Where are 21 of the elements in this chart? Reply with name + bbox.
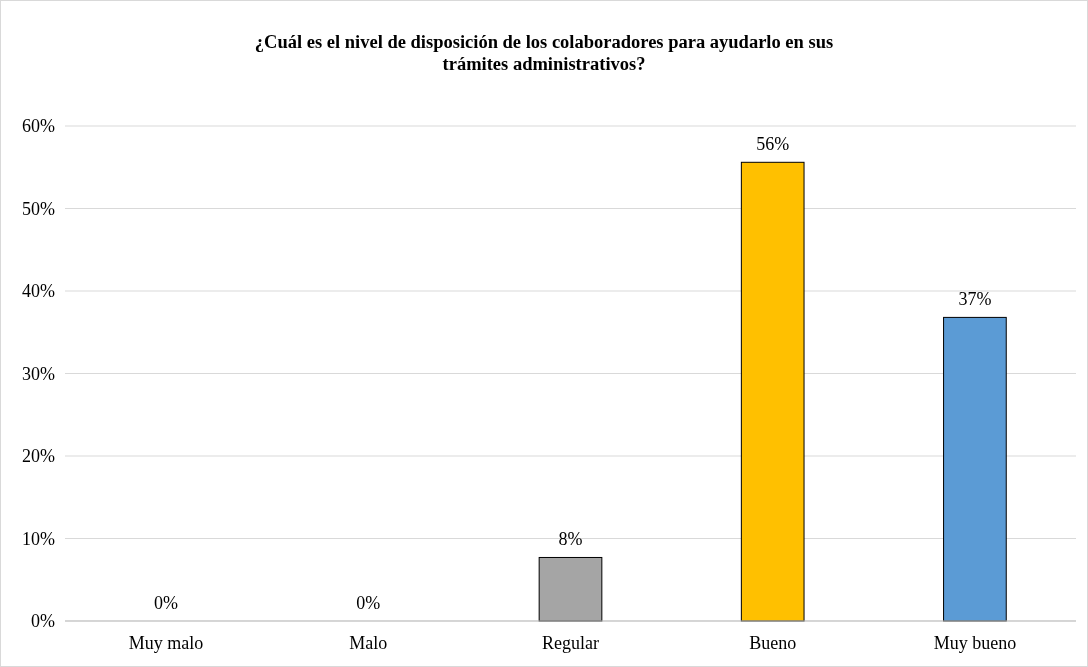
y-tick-label: 20% xyxy=(22,446,55,467)
bar xyxy=(740,161,805,622)
data-label: 0% xyxy=(356,593,381,613)
bar xyxy=(943,316,1007,622)
data-label: 8% xyxy=(558,529,583,550)
y-tick-label: 50% xyxy=(22,198,55,219)
y-tick-label: 40% xyxy=(22,281,55,302)
y-tick-label: 60% xyxy=(22,116,55,137)
data-label: 56% xyxy=(756,134,790,155)
x-tick-label: Muy malo xyxy=(128,633,204,653)
data-label: 37% xyxy=(958,289,992,310)
x-tick-label: Malo xyxy=(349,633,388,653)
y-tick-label: 10% xyxy=(22,528,55,549)
data-label: 0% xyxy=(154,593,179,613)
y-tick-label: 30% xyxy=(22,363,55,384)
bar xyxy=(538,556,603,622)
x-tick-label: Muy bueno xyxy=(933,633,1017,653)
chart-title: ¿Cuál es el nivel de disposición de los colaboradores para ayudarlo en sus trámites administrativos? xyxy=(254,32,834,74)
y-tick-label: 0% xyxy=(31,611,55,632)
x-tick-label: Bueno xyxy=(749,633,797,653)
x-tick-label: Regular xyxy=(542,633,599,653)
